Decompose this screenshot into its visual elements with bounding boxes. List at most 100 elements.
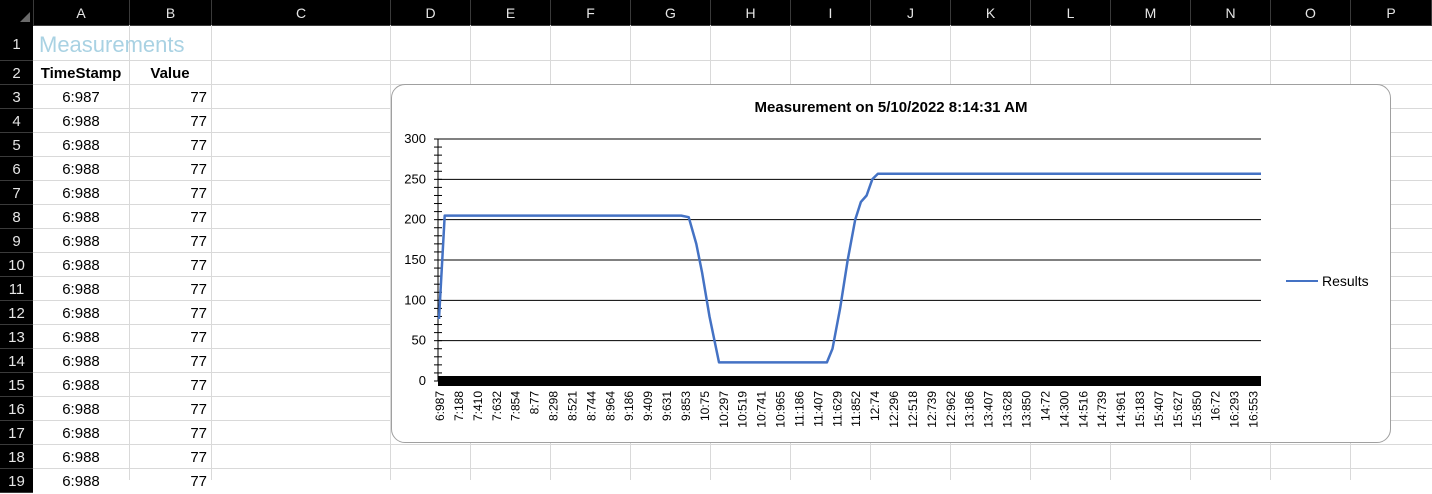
column-header-d[interactable]: D (391, 0, 471, 25)
x-tick-label: 12:518 (906, 391, 920, 428)
column-header-j[interactable]: J (871, 0, 951, 25)
row-header-1[interactable]: 1 (0, 25, 33, 61)
x-tick-label: 12:74 (868, 391, 882, 421)
value-cell[interactable]: 77 (190, 353, 207, 370)
x-tick-label: 10:519 (736, 391, 750, 428)
value-header[interactable]: Value (150, 65, 190, 82)
value-cell[interactable]: 77 (190, 209, 207, 226)
row-header-6[interactable]: 6 (0, 157, 33, 181)
value-cell[interactable]: 77 (190, 401, 207, 418)
row-header-8[interactable]: 8 (0, 205, 33, 229)
timestamp-cell[interactable]: 6:988 (62, 137, 100, 154)
row-header-7[interactable]: 7 (0, 181, 33, 205)
column-header-g[interactable]: G (631, 0, 711, 25)
column-header-i[interactable]: I (791, 0, 871, 25)
value-cell[interactable]: 77 (190, 425, 207, 442)
column-header-b[interactable]: B (130, 0, 212, 25)
row-header-17[interactable]: 17 (0, 421, 33, 445)
x-tick-label: 15:183 (1133, 391, 1147, 428)
row-header-19[interactable]: 19 (0, 469, 33, 493)
value-cell[interactable]: 77 (190, 329, 207, 346)
row-header-9[interactable]: 9 (0, 229, 33, 253)
row-header-3[interactable]: 3 (0, 85, 33, 109)
row-header-12[interactable]: 12 (0, 301, 33, 325)
timestamp-cell[interactable]: 6:988 (62, 209, 100, 226)
column-header-p[interactable]: P (1351, 0, 1432, 25)
value-cell[interactable]: 77 (190, 89, 207, 106)
column-header-n[interactable]: N (1191, 0, 1271, 25)
x-tick-label: 8:744 (584, 391, 598, 421)
column-header-a[interactable]: A (33, 0, 130, 25)
column-header-h[interactable]: H (711, 0, 791, 25)
value-cell[interactable]: 77 (190, 305, 207, 322)
timestamp-cell[interactable]: 6:988 (62, 329, 100, 346)
row-header-14[interactable]: 14 (0, 349, 33, 373)
row-header-4[interactable]: 4 (0, 109, 33, 133)
timestamp-cell[interactable]: 6:988 (62, 473, 100, 490)
y-tick-label: 200 (404, 212, 426, 227)
column-header-l[interactable]: L (1031, 0, 1111, 25)
value-cell[interactable]: 77 (190, 281, 207, 298)
chart-object[interactable]: Measurement on 5/10/2022 8:14:31 AM 0 50 1… (391, 84, 1391, 443)
row-header-13[interactable]: 13 (0, 325, 33, 349)
x-tick-label: 16:72 (1209, 391, 1223, 421)
chart-plot-area[interactable]: 0 50 100 150 200 250 300 6:987 7:188 7:410 7:632 7:… (392, 85, 1392, 444)
x-tick-label: 9:631 (660, 391, 674, 421)
timestamp-cell[interactable]: 6:988 (62, 425, 100, 442)
value-cell[interactable]: 77 (190, 185, 207, 202)
x-tick-label: 15:627 (1171, 391, 1185, 428)
value-cell[interactable]: 77 (190, 449, 207, 466)
row-header-18[interactable]: 18 (0, 445, 33, 469)
value-cell[interactable]: 77 (190, 113, 207, 130)
timestamp-cell[interactable]: 6:988 (62, 233, 100, 250)
row-header-16[interactable]: 16 (0, 397, 33, 421)
x-tick-label: 10:965 (774, 391, 788, 428)
timestamp-cell[interactable]: 6:988 (62, 161, 100, 178)
timestamp-cell[interactable]: 6:988 (62, 281, 100, 298)
column-header-bar: A B C D E F G H I J K L M N O P (0, 0, 1432, 26)
gridline (33, 60, 1432, 61)
legend-label: Results (1322, 273, 1369, 289)
sheet-title[interactable]: Measurements (39, 32, 185, 57)
x-tick-label: 13:407 (982, 391, 996, 428)
row-header-10[interactable]: 10 (0, 253, 33, 277)
value-cell[interactable]: 77 (190, 473, 207, 490)
timestamp-cell[interactable]: 6:988 (62, 401, 100, 418)
chart-legend[interactable]: Results (1286, 271, 1369, 291)
timestamp-cell[interactable]: 6:988 (62, 353, 100, 370)
timestamp-cell[interactable]: 6:988 (62, 305, 100, 322)
gridline (33, 468, 1432, 469)
y-tick-label: 0 (419, 373, 426, 388)
x-tick-label: 7:410 (471, 391, 485, 421)
x-tick-label: 14:72 (1038, 391, 1052, 421)
value-cell[interactable]: 77 (190, 137, 207, 154)
column-header-o[interactable]: O (1271, 0, 1351, 25)
timestamp-cell[interactable]: 6:988 (62, 449, 100, 466)
x-tick-label: 9:186 (622, 391, 636, 421)
value-cell[interactable]: 77 (190, 161, 207, 178)
column-header-c[interactable]: C (212, 0, 391, 25)
x-tick-label: 9:853 (679, 391, 693, 421)
column-header-f[interactable]: F (551, 0, 631, 25)
value-cell[interactable]: 77 (190, 377, 207, 394)
timestamp-cell[interactable]: 6:988 (62, 185, 100, 202)
column-header-e[interactable]: E (471, 0, 551, 25)
row-header-15[interactable]: 15 (0, 373, 33, 397)
timestamp-cell[interactable]: 6:988 (62, 257, 100, 274)
timestamp-cell[interactable]: 6:988 (62, 113, 100, 130)
row-header-5[interactable]: 5 (0, 133, 33, 157)
timestamp-cell[interactable]: 6:987 (62, 89, 100, 106)
value-cell[interactable]: 77 (190, 257, 207, 274)
x-tick-label: 14:961 (1114, 391, 1128, 428)
value-cell[interactable]: 77 (190, 233, 207, 250)
column-header-m[interactable]: M (1111, 0, 1191, 25)
x-tick-label: 12:962 (944, 391, 958, 428)
timestamp-cell[interactable]: 6:988 (62, 377, 100, 394)
x-tick-label: 7:854 (509, 391, 523, 421)
chart-title[interactable]: Measurement on 5/10/2022 8:14:31 AM (754, 99, 1028, 116)
row-header-2[interactable]: 2 (0, 61, 33, 85)
column-header-k[interactable]: K (951, 0, 1031, 25)
select-all-corner[interactable] (0, 0, 34, 25)
row-header-11[interactable]: 11 (0, 277, 33, 301)
timestamp-header[interactable]: TimeStamp (40, 65, 122, 82)
